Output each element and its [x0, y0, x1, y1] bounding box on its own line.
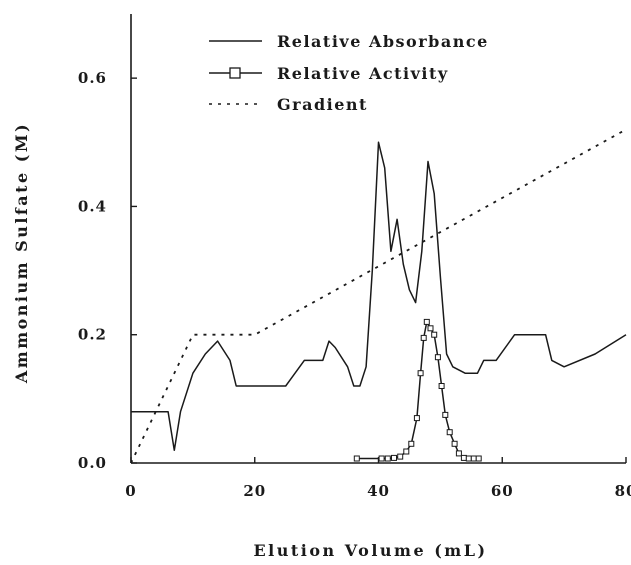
activity-point-marker — [455, 450, 462, 457]
activity-point-marker — [391, 454, 397, 461]
activity-point-marker — [353, 455, 360, 462]
legend-label: Gradient — [277, 95, 368, 114]
x-tick-label: 20 — [243, 482, 266, 500]
activity-point-marker — [423, 318, 430, 325]
relative-absorbance-line — [131, 141, 627, 451]
legend-label: Relative Activity — [277, 64, 449, 83]
activity-point-marker — [470, 455, 477, 462]
activity-point-marker — [413, 415, 420, 422]
activity-point-marker — [460, 454, 467, 461]
activity-point-marker — [446, 429, 453, 436]
y-axis-title: Ammonium Sulfate (M) — [12, 122, 31, 384]
legend: Relative Absorbance Relative Activity Grad… — [209, 32, 489, 114]
activity-point-marker — [420, 334, 427, 341]
y-tick-label: 0.2 — [78, 326, 107, 344]
activity-point-marker — [475, 455, 482, 462]
activity-point-marker — [384, 455, 391, 462]
activity-point-marker — [434, 354, 441, 361]
activity-point-marker — [431, 331, 438, 338]
relative-activity-line — [356, 321, 479, 460]
activity-point-marker — [427, 325, 434, 332]
x-tick-label: 80 — [615, 482, 631, 500]
activity-point-marker — [378, 455, 385, 462]
y-tick-label: 0.0 — [78, 454, 107, 472]
activity-point-marker — [465, 455, 472, 462]
x-tick-label: 60 — [491, 482, 514, 500]
activity-point-marker — [403, 448, 410, 455]
activity-point-marker — [438, 383, 445, 389]
x-tick-label: 0 — [125, 482, 136, 500]
activity-point-marker — [442, 411, 449, 418]
ticks: 0 20 40 60 80 0.0 0.2 0.4 0.6 — [78, 69, 631, 500]
legend-marker — [229, 67, 241, 79]
activity-point-marker — [397, 453, 404, 460]
x-axis-title: Elution Volume (mL) — [253, 541, 487, 560]
gradient-line — [130, 128, 627, 464]
plot-area — [130, 128, 627, 464]
activity-point-marker — [451, 440, 458, 447]
y-tick-label: 0.6 — [78, 69, 107, 87]
activity-point-marker — [417, 370, 424, 377]
x-tick-label: 40 — [367, 482, 390, 500]
y-tick-label: 0.4 — [78, 197, 107, 215]
activity-point-marker — [408, 440, 415, 447]
legend-label: Relative Absorbance — [277, 32, 489, 51]
